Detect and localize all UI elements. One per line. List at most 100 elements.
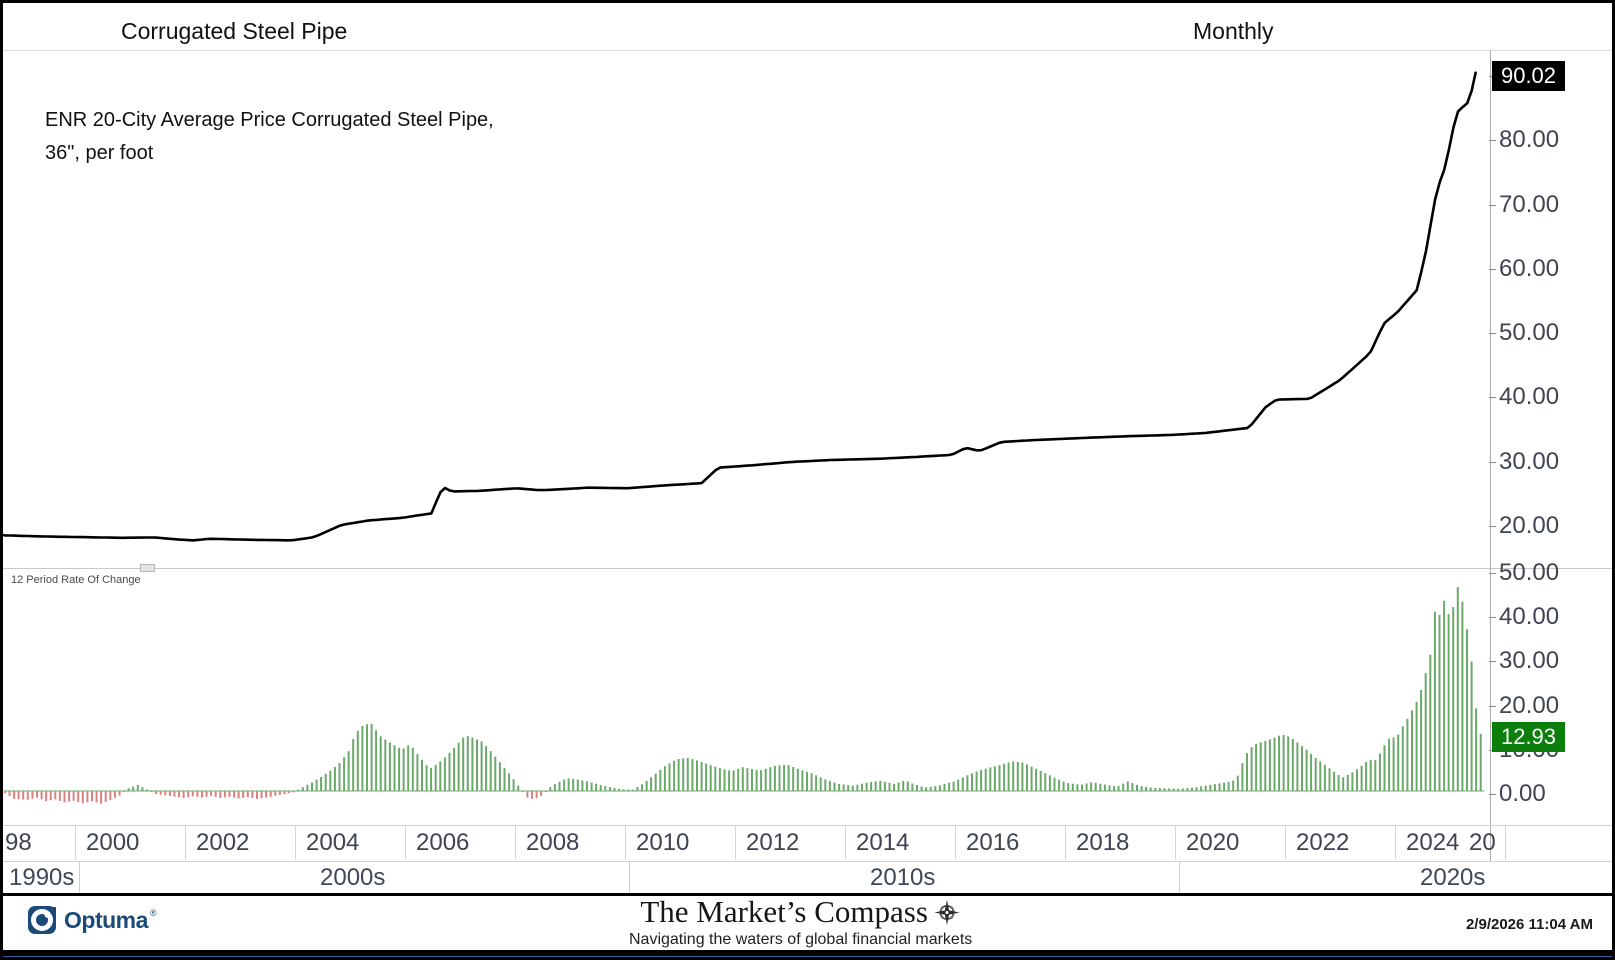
roc-bar xyxy=(283,791,286,795)
roc-bar xyxy=(517,785,520,791)
roc-bar xyxy=(535,791,538,799)
roc-bar xyxy=(1282,735,1285,791)
roc-indicator-label[interactable]: 12 Period Rate Of Change xyxy=(11,574,141,586)
roc-bar xyxy=(549,787,552,791)
x-axis-cell-divider xyxy=(735,826,736,860)
roc-bar xyxy=(1296,742,1299,791)
roc-bar xyxy=(911,783,914,791)
x-axis-cell-divider xyxy=(75,826,76,860)
roc-bar xyxy=(320,776,323,791)
roc-bar xyxy=(842,784,845,791)
roc-bar xyxy=(237,791,240,799)
panel-resize-handle[interactable] xyxy=(140,564,155,572)
roc-bar xyxy=(49,791,52,801)
roc-bar xyxy=(641,784,643,791)
roc-bar xyxy=(1287,736,1290,791)
tick-mark xyxy=(1489,794,1496,795)
roc-bar xyxy=(40,791,43,800)
roc-bar xyxy=(1158,788,1161,791)
price-y-tick: 40.00 xyxy=(1489,383,1559,411)
roc-bar xyxy=(379,736,382,791)
roc-bar xyxy=(833,782,836,791)
roc-bar xyxy=(127,788,130,791)
roc-bar xyxy=(1424,673,1427,791)
roc-bar xyxy=(993,766,996,791)
decade-row-top-border xyxy=(3,861,1612,862)
bottom-accent-strip xyxy=(3,956,1612,957)
roc-bar xyxy=(902,781,905,791)
roc-bar xyxy=(1360,765,1363,791)
trademark-mark: ® xyxy=(149,908,157,918)
price-line xyxy=(3,71,1477,542)
roc-bar xyxy=(751,769,753,791)
roc-bar xyxy=(91,791,93,802)
x-axis-year-label: 98 xyxy=(5,829,32,856)
last-roc-badge: 12.93 xyxy=(1492,722,1565,752)
roc-bar xyxy=(411,747,414,791)
roc-bar xyxy=(95,791,98,803)
roc-bar xyxy=(246,791,249,798)
tick-mark xyxy=(1489,333,1496,335)
roc-bar xyxy=(906,781,909,791)
roc-bar xyxy=(1136,784,1138,791)
roc-bar xyxy=(31,791,34,799)
roc-bar xyxy=(888,782,891,791)
roc-bar xyxy=(686,757,689,791)
roc-bar xyxy=(599,785,602,791)
panel-divider[interactable] xyxy=(3,568,1612,569)
roc-bar xyxy=(1181,788,1184,791)
roc-bar xyxy=(1305,749,1308,791)
roc-bar xyxy=(897,782,900,791)
roc-bar xyxy=(650,777,653,791)
roc-bar xyxy=(622,789,625,791)
market-compass-block: The Market’s Compass Navigating the wate… xyxy=(629,894,972,949)
roc-bar xyxy=(1007,762,1010,791)
roc-bar xyxy=(1429,654,1432,791)
roc-bar xyxy=(1406,718,1409,791)
roc-bar xyxy=(631,789,634,791)
roc-bar xyxy=(361,725,364,791)
x-axis-year-label: 2004 xyxy=(306,829,360,856)
roc-bar xyxy=(654,773,657,791)
roc-bar xyxy=(503,767,506,791)
roc-bar xyxy=(251,791,254,798)
roc-bar xyxy=(366,724,368,791)
tick-mark xyxy=(1489,526,1496,527)
roc-bar xyxy=(627,789,630,791)
bottom-border xyxy=(3,950,1612,956)
optuma-brand[interactable]: Optuma ® xyxy=(27,905,162,935)
roc-bar xyxy=(164,791,167,796)
roc-bar xyxy=(984,768,987,791)
roc-bar xyxy=(851,785,854,791)
roc-bar xyxy=(233,791,236,798)
roc-bar xyxy=(714,766,717,791)
roc-bar xyxy=(1081,784,1083,791)
timeframe-label[interactable]: Monthly xyxy=(1193,18,1274,44)
tick-mark xyxy=(1489,573,1496,574)
compass-rose-icon xyxy=(934,899,960,925)
optuma-brand-text: Optuma xyxy=(64,906,148,933)
roc-bar xyxy=(1213,784,1216,791)
roc-bar xyxy=(824,779,827,791)
roc-bar xyxy=(384,739,387,791)
x-axis-year-label: 2006 xyxy=(416,829,470,856)
roc-bar xyxy=(920,786,923,791)
roc-bar xyxy=(755,770,758,791)
roc-bar xyxy=(929,786,932,791)
roc-bar xyxy=(1433,611,1436,791)
roc-bar xyxy=(879,780,882,791)
roc-bar xyxy=(1085,783,1088,791)
roc-bar xyxy=(81,791,84,804)
roc-bar xyxy=(764,768,767,791)
x-axis-cell-divider xyxy=(515,826,516,860)
tick-mark xyxy=(1489,461,1496,463)
roc-bar xyxy=(608,787,611,791)
chart-canvas[interactable] xyxy=(3,3,1612,957)
roc-bar xyxy=(288,791,291,794)
roc-bar xyxy=(512,779,515,791)
roc-bar xyxy=(856,784,859,791)
roc-bar xyxy=(155,791,158,795)
roc-bar xyxy=(1401,726,1404,791)
roc-bar xyxy=(1218,783,1221,791)
